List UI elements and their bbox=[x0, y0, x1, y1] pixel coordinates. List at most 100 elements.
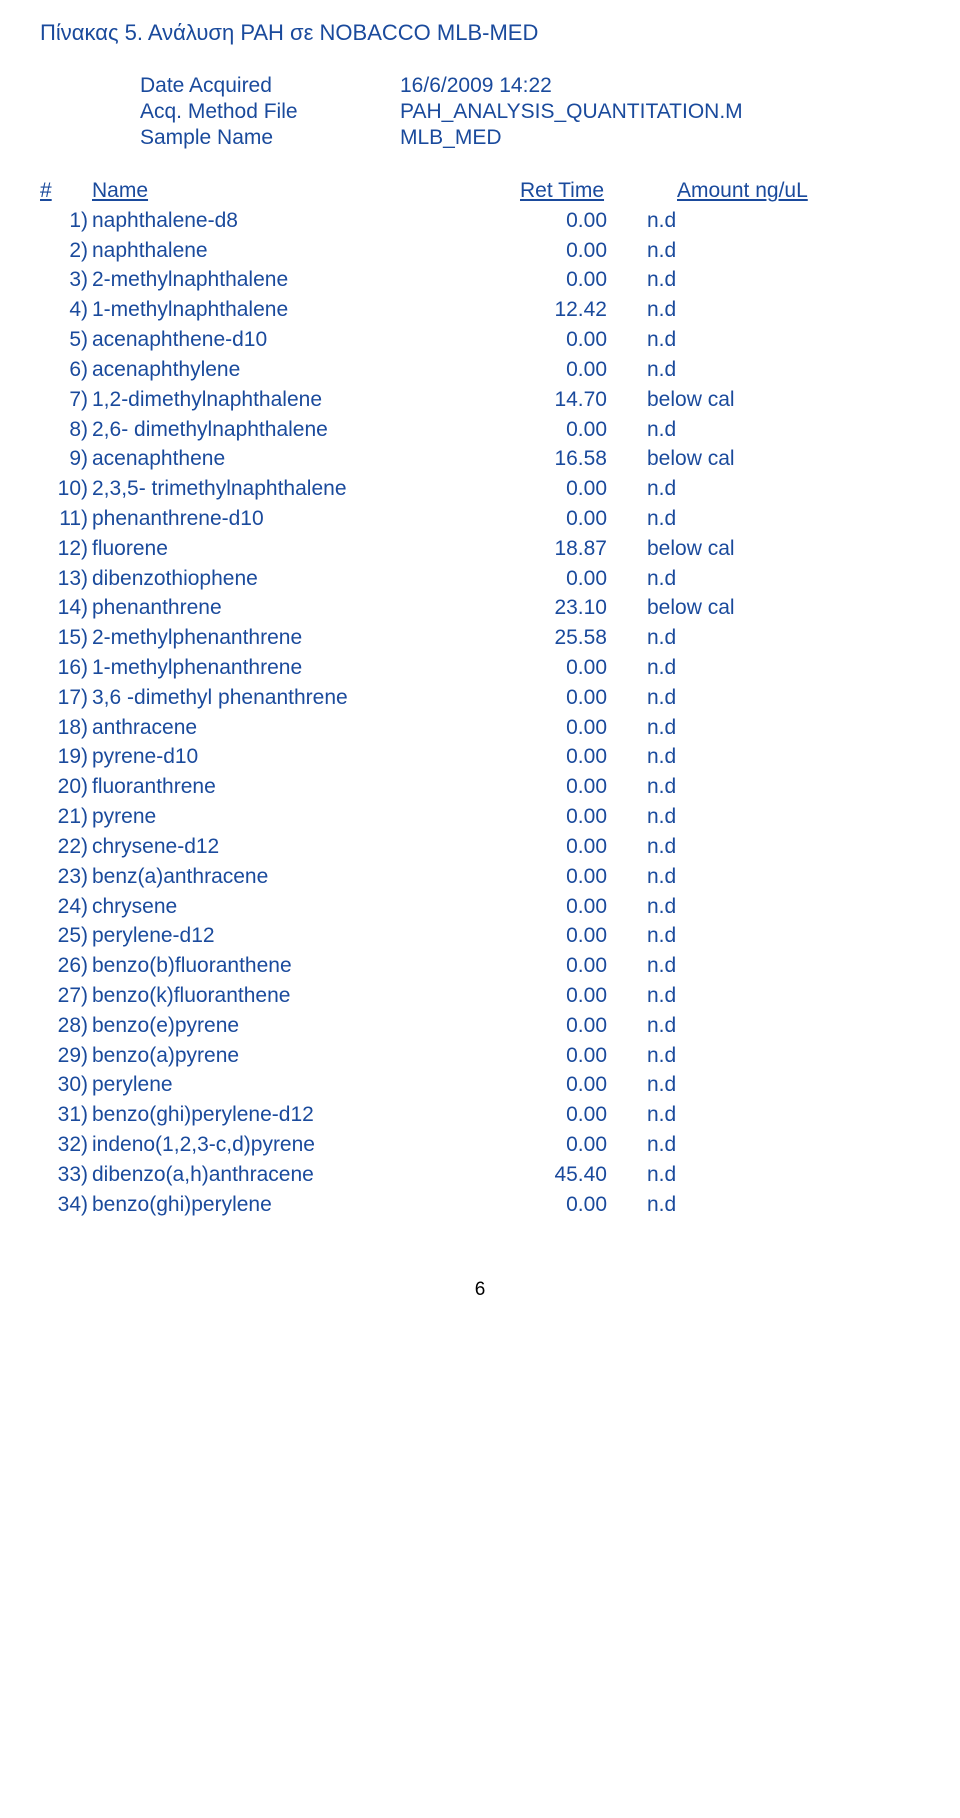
cell-name: naphthalene bbox=[92, 236, 472, 266]
cell-name: fluorene bbox=[92, 534, 472, 564]
table-row: 29)benzo(a)pyrene0.00n.d bbox=[40, 1041, 920, 1071]
cell-num: 29) bbox=[40, 1041, 92, 1071]
cell-ret: 0.00 bbox=[472, 832, 647, 862]
cell-name: dibenzothiophene bbox=[92, 564, 472, 594]
table-row: 10)2,3,5- trimethylnaphthalene0.00n.d bbox=[40, 474, 920, 504]
meta-label-method: Acq. Method File bbox=[140, 100, 400, 124]
meta-label-sample: Sample Name bbox=[140, 126, 400, 150]
cell-ret: 12.42 bbox=[472, 295, 647, 325]
cell-num: 25) bbox=[40, 921, 92, 951]
cell-name: 1-methylphenanthrene bbox=[92, 653, 472, 683]
cell-amt: n.d bbox=[647, 265, 827, 295]
cell-num: 20) bbox=[40, 772, 92, 802]
cell-num: 27) bbox=[40, 981, 92, 1011]
cell-num: 24) bbox=[40, 892, 92, 922]
cell-num: 7) bbox=[40, 385, 92, 415]
cell-ret: 25.58 bbox=[472, 623, 647, 653]
cell-amt: n.d bbox=[647, 832, 827, 862]
cell-ret: 0.00 bbox=[472, 355, 647, 385]
table-row: 25)perylene-d120.00n.d bbox=[40, 921, 920, 951]
cell-ret: 0.00 bbox=[472, 981, 647, 1011]
table-row: 22)chrysene-d120.00n.d bbox=[40, 832, 920, 862]
table-row: 15)2-methylphenanthrene25.58n.d bbox=[40, 623, 920, 653]
cell-name: indeno(1,2,3-c,d)pyrene bbox=[92, 1130, 472, 1160]
cell-ret: 0.00 bbox=[472, 206, 647, 236]
cell-ret: 0.00 bbox=[472, 951, 647, 981]
cell-name: benzo(a)pyrene bbox=[92, 1041, 472, 1071]
meta-row-method: Acq. Method File PAH_ANALYSIS_QUANTITATI… bbox=[140, 100, 920, 124]
cell-name: 2,6- dimethylnaphthalene bbox=[92, 415, 472, 445]
cell-amt: n.d bbox=[647, 713, 827, 743]
cell-num: 2) bbox=[40, 236, 92, 266]
cell-ret: 0.00 bbox=[472, 742, 647, 772]
cell-ret: 14.70 bbox=[472, 385, 647, 415]
cell-amt: n.d bbox=[647, 504, 827, 534]
table-row: 9)acenaphthene16.58below cal bbox=[40, 444, 920, 474]
cell-amt: n.d bbox=[647, 623, 827, 653]
cell-ret: 0.00 bbox=[472, 504, 647, 534]
data-table: # Name Ret Time Amount ng/uL 1)naphthale… bbox=[40, 176, 920, 1219]
cell-num: 30) bbox=[40, 1070, 92, 1100]
cell-num: 32) bbox=[40, 1130, 92, 1160]
cell-name: chrysene bbox=[92, 892, 472, 922]
cell-ret: 0.00 bbox=[472, 862, 647, 892]
cell-name: benz(a)anthracene bbox=[92, 862, 472, 892]
meta-row-date: Date Acquired 16/6/2009 14:22 bbox=[140, 74, 920, 98]
table-row: 13)dibenzothiophene0.00n.d bbox=[40, 564, 920, 594]
cell-ret: 0.00 bbox=[472, 653, 647, 683]
page-title: Πίνακας 5. Ανάλυση PAH σε NOBACCO MLB-ME… bbox=[40, 20, 920, 46]
header-amt: Amount ng/uL bbox=[677, 176, 857, 206]
cell-amt: below cal bbox=[647, 593, 827, 623]
cell-name: anthracene bbox=[92, 713, 472, 743]
table-row: 19)pyrene-d100.00n.d bbox=[40, 742, 920, 772]
cell-num: 8) bbox=[40, 415, 92, 445]
table-row: 11)phenanthrene-d100.00n.d bbox=[40, 504, 920, 534]
header-ret: Ret Time bbox=[520, 176, 647, 206]
cell-name: 1-methylnaphthalene bbox=[92, 295, 472, 325]
cell-name: pyrene bbox=[92, 802, 472, 832]
cell-num: 14) bbox=[40, 593, 92, 623]
cell-amt: n.d bbox=[647, 355, 827, 385]
cell-num: 26) bbox=[40, 951, 92, 981]
cell-amt: n.d bbox=[647, 981, 827, 1011]
cell-name: acenaphthene-d10 bbox=[92, 325, 472, 355]
cell-num: 9) bbox=[40, 444, 92, 474]
cell-ret: 0.00 bbox=[472, 921, 647, 951]
cell-ret: 16.58 bbox=[472, 444, 647, 474]
cell-amt: n.d bbox=[647, 564, 827, 594]
cell-name: 2-methylphenanthrene bbox=[92, 623, 472, 653]
cell-amt: n.d bbox=[647, 951, 827, 981]
cell-ret: 0.00 bbox=[472, 713, 647, 743]
cell-num: 19) bbox=[40, 742, 92, 772]
table-row: 24)chrysene0.00n.d bbox=[40, 892, 920, 922]
cell-name: 1,2-dimethylnaphthalene bbox=[92, 385, 472, 415]
cell-num: 15) bbox=[40, 623, 92, 653]
cell-ret: 0.00 bbox=[472, 474, 647, 504]
table-row: 14)phenanthrene23.10below cal bbox=[40, 593, 920, 623]
cell-amt: n.d bbox=[647, 683, 827, 713]
cell-ret: 0.00 bbox=[472, 1130, 647, 1160]
cell-amt: n.d bbox=[647, 236, 827, 266]
cell-amt: n.d bbox=[647, 1190, 827, 1220]
cell-amt: n.d bbox=[647, 921, 827, 951]
table-row: 6)acenaphthylene0.00n.d bbox=[40, 355, 920, 385]
cell-amt: n.d bbox=[647, 415, 827, 445]
cell-ret: 0.00 bbox=[472, 1070, 647, 1100]
cell-num: 1) bbox=[40, 206, 92, 236]
cell-amt: n.d bbox=[647, 772, 827, 802]
cell-name: benzo(ghi)perylene-d12 bbox=[92, 1100, 472, 1130]
cell-name: 2-methylnaphthalene bbox=[92, 265, 472, 295]
table-row: 7)1,2-dimethylnaphthalene14.70below cal bbox=[40, 385, 920, 415]
cell-num: 3) bbox=[40, 265, 92, 295]
cell-num: 16) bbox=[40, 653, 92, 683]
cell-name: perylene bbox=[92, 1070, 472, 1100]
table-row: 21)pyrene0.00n.d bbox=[40, 802, 920, 832]
cell-num: 28) bbox=[40, 1011, 92, 1041]
cell-ret: 23.10 bbox=[472, 593, 647, 623]
cell-amt: n.d bbox=[647, 1100, 827, 1130]
cell-amt: n.d bbox=[647, 325, 827, 355]
cell-num: 11) bbox=[40, 504, 92, 534]
cell-num: 5) bbox=[40, 325, 92, 355]
table-row: 16)1-methylphenanthrene0.00n.d bbox=[40, 653, 920, 683]
table-header: # Name Ret Time Amount ng/uL bbox=[40, 176, 920, 206]
